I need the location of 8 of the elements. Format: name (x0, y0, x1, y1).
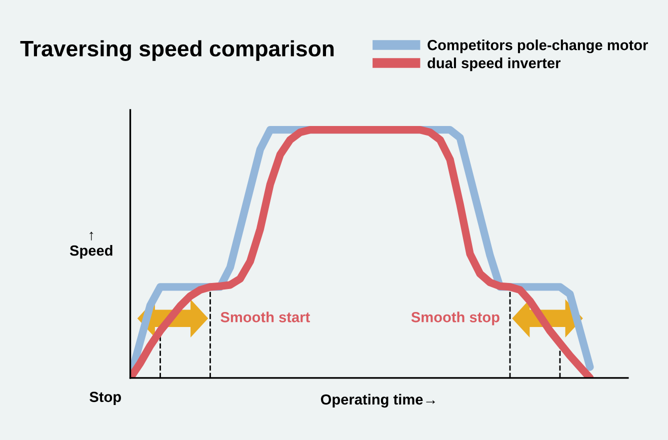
text: Stop (90, 392, 121, 405)
x-axis-title: Operating time→ (320, 394, 435, 408)
y-axis-title: ↑ Speed (70, 232, 112, 259)
annotation: Smooth start (220, 312, 310, 322)
legend-label: dual speed inverter (428, 58, 561, 72)
legend-label: Competitors pole-change motor (428, 40, 648, 54)
chart-title: Traversing speed comparison (20, 40, 334, 62)
annotation: Smooth stop (411, 312, 500, 326)
